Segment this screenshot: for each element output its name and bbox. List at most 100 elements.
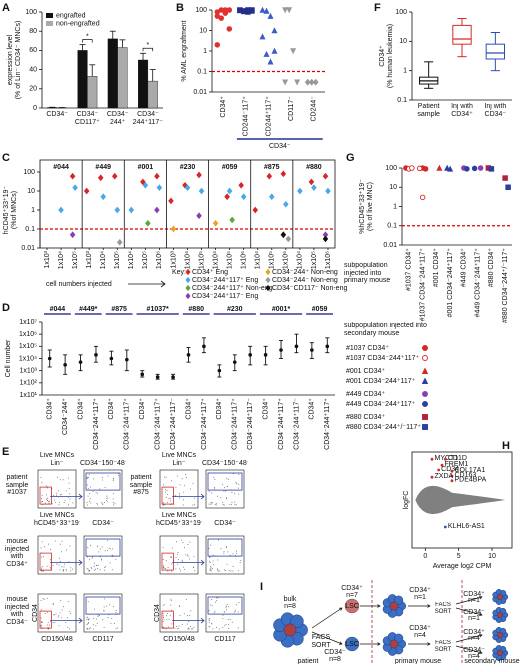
label: CD34⁻ bbox=[463, 609, 485, 616]
y-axis-label: logFC bbox=[403, 491, 410, 510]
flow-event bbox=[57, 476, 59, 478]
flow-event bbox=[178, 497, 180, 499]
flow-event bbox=[175, 568, 177, 570]
flow-event bbox=[184, 547, 186, 549]
flow-event bbox=[111, 548, 113, 550]
data-point bbox=[58, 206, 64, 214]
flow-event bbox=[183, 613, 185, 615]
flow-event bbox=[65, 622, 67, 624]
median-point bbox=[279, 348, 283, 352]
median-point bbox=[310, 348, 314, 352]
x-tick-label: #001 CD34⁻244⁺117⁺ bbox=[447, 248, 454, 318]
sort-label: FACS SORT bbox=[434, 640, 452, 653]
flow-event bbox=[182, 504, 184, 506]
x-tick-label: Patient sample bbox=[417, 103, 440, 118]
flow-event bbox=[54, 499, 56, 501]
sort-label-box: FACS SORT bbox=[311, 634, 330, 649]
data-point bbox=[269, 193, 275, 201]
flow-event bbox=[189, 614, 191, 616]
row-label-box: mouse injected with CD34⁺ bbox=[5, 538, 29, 568]
flow-event bbox=[66, 570, 68, 572]
gate-arrow bbox=[50, 617, 83, 624]
x-tick-label: Inj with CD34⁺ bbox=[451, 103, 473, 118]
plot-header: CD34⁻ bbox=[214, 520, 236, 527]
gene-point bbox=[443, 457, 447, 461]
flow-event bbox=[209, 570, 211, 572]
data-point bbox=[240, 193, 247, 201]
flow-event bbox=[86, 618, 88, 620]
flow-plot bbox=[205, 535, 245, 575]
flow-event bbox=[210, 503, 212, 505]
flow-plot bbox=[37, 535, 77, 575]
median-point bbox=[125, 357, 129, 362]
flow-event bbox=[225, 490, 227, 492]
flow-event bbox=[48, 624, 50, 626]
sort-label: FACS SORT bbox=[434, 602, 452, 615]
gate bbox=[161, 552, 174, 571]
data-point bbox=[502, 175, 508, 181]
plot-header-box: Live MNCs Lin⁻ bbox=[161, 452, 197, 467]
flow-event bbox=[236, 604, 238, 606]
arrow bbox=[408, 642, 431, 646]
x-tick-label: #449 CD34⁺ bbox=[461, 248, 468, 287]
flow-event bbox=[51, 503, 53, 505]
flow-event bbox=[225, 605, 227, 607]
flow-event bbox=[185, 554, 187, 556]
flow-event bbox=[165, 628, 167, 630]
flow-event bbox=[225, 623, 227, 625]
flow-event bbox=[237, 611, 239, 613]
x-tick-label: CD34⁺ bbox=[108, 398, 115, 420]
y-tick-label: 100 bbox=[23, 169, 35, 176]
median-point bbox=[232, 360, 237, 364]
gene-point bbox=[430, 457, 434, 461]
flow-event bbox=[112, 502, 114, 504]
y-tick-label: 1x10⁶ bbox=[19, 331, 37, 338]
flow-event bbox=[59, 557, 61, 559]
flow-event bbox=[181, 623, 183, 625]
label: n=1 bbox=[414, 594, 426, 601]
x-tick-label: 1x10⁶ bbox=[325, 251, 332, 269]
flow-event bbox=[50, 559, 52, 561]
flow-event bbox=[43, 546, 45, 548]
x-tick-label: 1x10⁴ bbox=[128, 251, 135, 269]
flow-event bbox=[226, 498, 228, 500]
gene-point bbox=[443, 525, 447, 529]
legend-label: #880 CD34⁺ bbox=[346, 414, 385, 421]
flow-event bbox=[59, 494, 61, 496]
flow-event bbox=[162, 565, 164, 567]
flow-event bbox=[177, 563, 179, 565]
plot-header: Live MNCs Lin⁻ bbox=[161, 452, 197, 467]
data-point bbox=[116, 238, 123, 246]
x-tick-label: CD117⁻ bbox=[288, 96, 295, 121]
y-axis-label: hCD45⁺33⁺19⁻ bbox=[3, 185, 10, 234]
flow-event bbox=[183, 568, 185, 570]
flow-event bbox=[211, 492, 213, 494]
flow-event bbox=[58, 615, 60, 617]
plot-header: Live MNCs hCD45⁺33⁺19⁻ bbox=[34, 512, 80, 527]
flow-event bbox=[224, 625, 226, 627]
data-point bbox=[308, 178, 315, 186]
flow-event bbox=[70, 567, 72, 569]
flow-event bbox=[223, 504, 225, 506]
data-point bbox=[505, 184, 511, 190]
panel-letter: G bbox=[346, 152, 355, 164]
group-label: #001 bbox=[138, 164, 154, 171]
x-tick-label-box: CD34⁻ CD117⁺ bbox=[75, 111, 100, 126]
gene-label: COL17A1 bbox=[455, 467, 486, 474]
box bbox=[485, 43, 505, 60]
x-tick-label: CD244⁻117⁺ bbox=[243, 96, 250, 137]
axis-label: CD150/48 bbox=[41, 636, 73, 643]
median-point bbox=[171, 375, 175, 379]
median-point bbox=[47, 356, 52, 361]
flow-event bbox=[209, 626, 211, 628]
flow-event bbox=[97, 564, 99, 566]
y-tick-label: 0.01 bbox=[21, 245, 35, 252]
flow-event bbox=[86, 628, 88, 630]
flow-event bbox=[106, 549, 108, 551]
legend-title-box: subpopulation injected into secondary mo… bbox=[344, 322, 427, 337]
median-point bbox=[248, 353, 252, 357]
data-point bbox=[304, 78, 311, 86]
flow-event bbox=[112, 477, 114, 479]
group-label: #875 bbox=[264, 164, 280, 171]
flow-event bbox=[40, 547, 42, 549]
